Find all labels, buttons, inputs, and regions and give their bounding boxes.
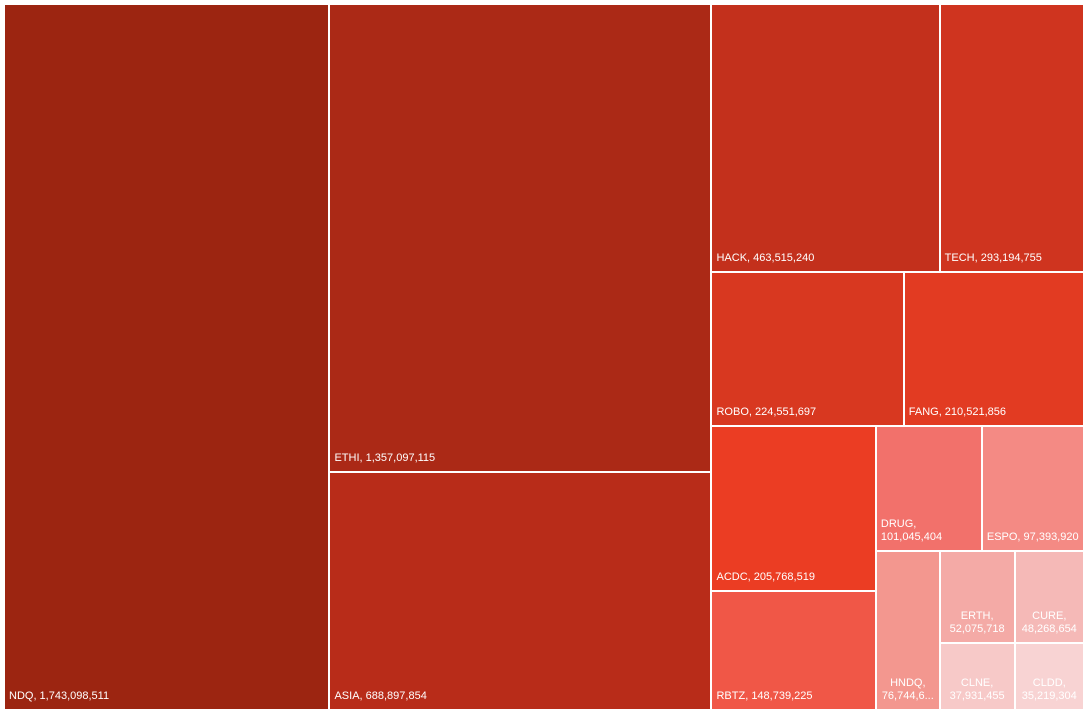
treemap-cell: NDQ, 1,743,098,511 — [4, 4, 330, 710]
cell-label: FANG, 210,521,856 — [908, 405, 1006, 418]
treemap-cell: HNDQ, 76,744,6... — [875, 551, 940, 710]
cell-label: TECH, 293,194,755 — [944, 251, 1042, 264]
treemap-cell: ESPO, 97,393,920 — [981, 425, 1084, 552]
cell-label: ACDC, 205,768,519 — [716, 570, 815, 583]
treemap-cell: RBTZ, 148,739,225 — [711, 590, 876, 710]
cell-label: ETHI, 1,357,097,115 — [334, 452, 436, 465]
treemap-cell: CLDD, 35,219,304 — [1014, 643, 1084, 710]
cell-label: HACK, 463,515,240 — [716, 251, 815, 264]
treemap-cell: ASIA, 688,897,854 — [329, 472, 712, 710]
treemap-cell: HACK, 463,515,240 — [711, 4, 940, 272]
cell-label: NDQ, 1,743,098,511 — [9, 690, 110, 702]
cell-label: ROBO, 224,551,697 — [716, 405, 817, 418]
treemap-cell: TECH, 293,194,755 — [939, 4, 1084, 272]
treemap-cell: ROBO, 224,551,697 — [711, 271, 904, 426]
treemap-cell: ERTH, 52,075,718 — [939, 551, 1015, 644]
treemap-cell: CLNE, 37,931,455 — [939, 643, 1015, 710]
cell-label: ASIA, 688,897,854 — [334, 689, 427, 702]
cell-label: RBTZ, 148,739,225 — [716, 689, 813, 702]
treemap-cell: ACDC, 205,768,519 — [711, 425, 876, 591]
cell-label: ESPO, 97,393,920 — [986, 531, 1079, 544]
treemap-cell: CURE, 48,268,654 — [1014, 551, 1084, 644]
treemap-cell: FANG, 210,521,856 — [903, 271, 1084, 426]
cell-label: HNDQ, 76,744,6... — [881, 676, 934, 702]
cell-label: CURE, 48,268,654 — [1021, 610, 1077, 636]
cell-label: CLNE, 37,931,455 — [949, 676, 1005, 702]
treemap-cell: DRUG, 101,045,404 — [875, 425, 982, 552]
cell-label: CLDD, 35,219,304 — [1021, 676, 1077, 702]
cell-label: ERTH, 52,075,718 — [949, 610, 1005, 636]
treemap-cell: ETHI, 1,357,097,115 — [329, 4, 712, 473]
cell-label: DRUG, 101,045,404 — [880, 518, 943, 544]
